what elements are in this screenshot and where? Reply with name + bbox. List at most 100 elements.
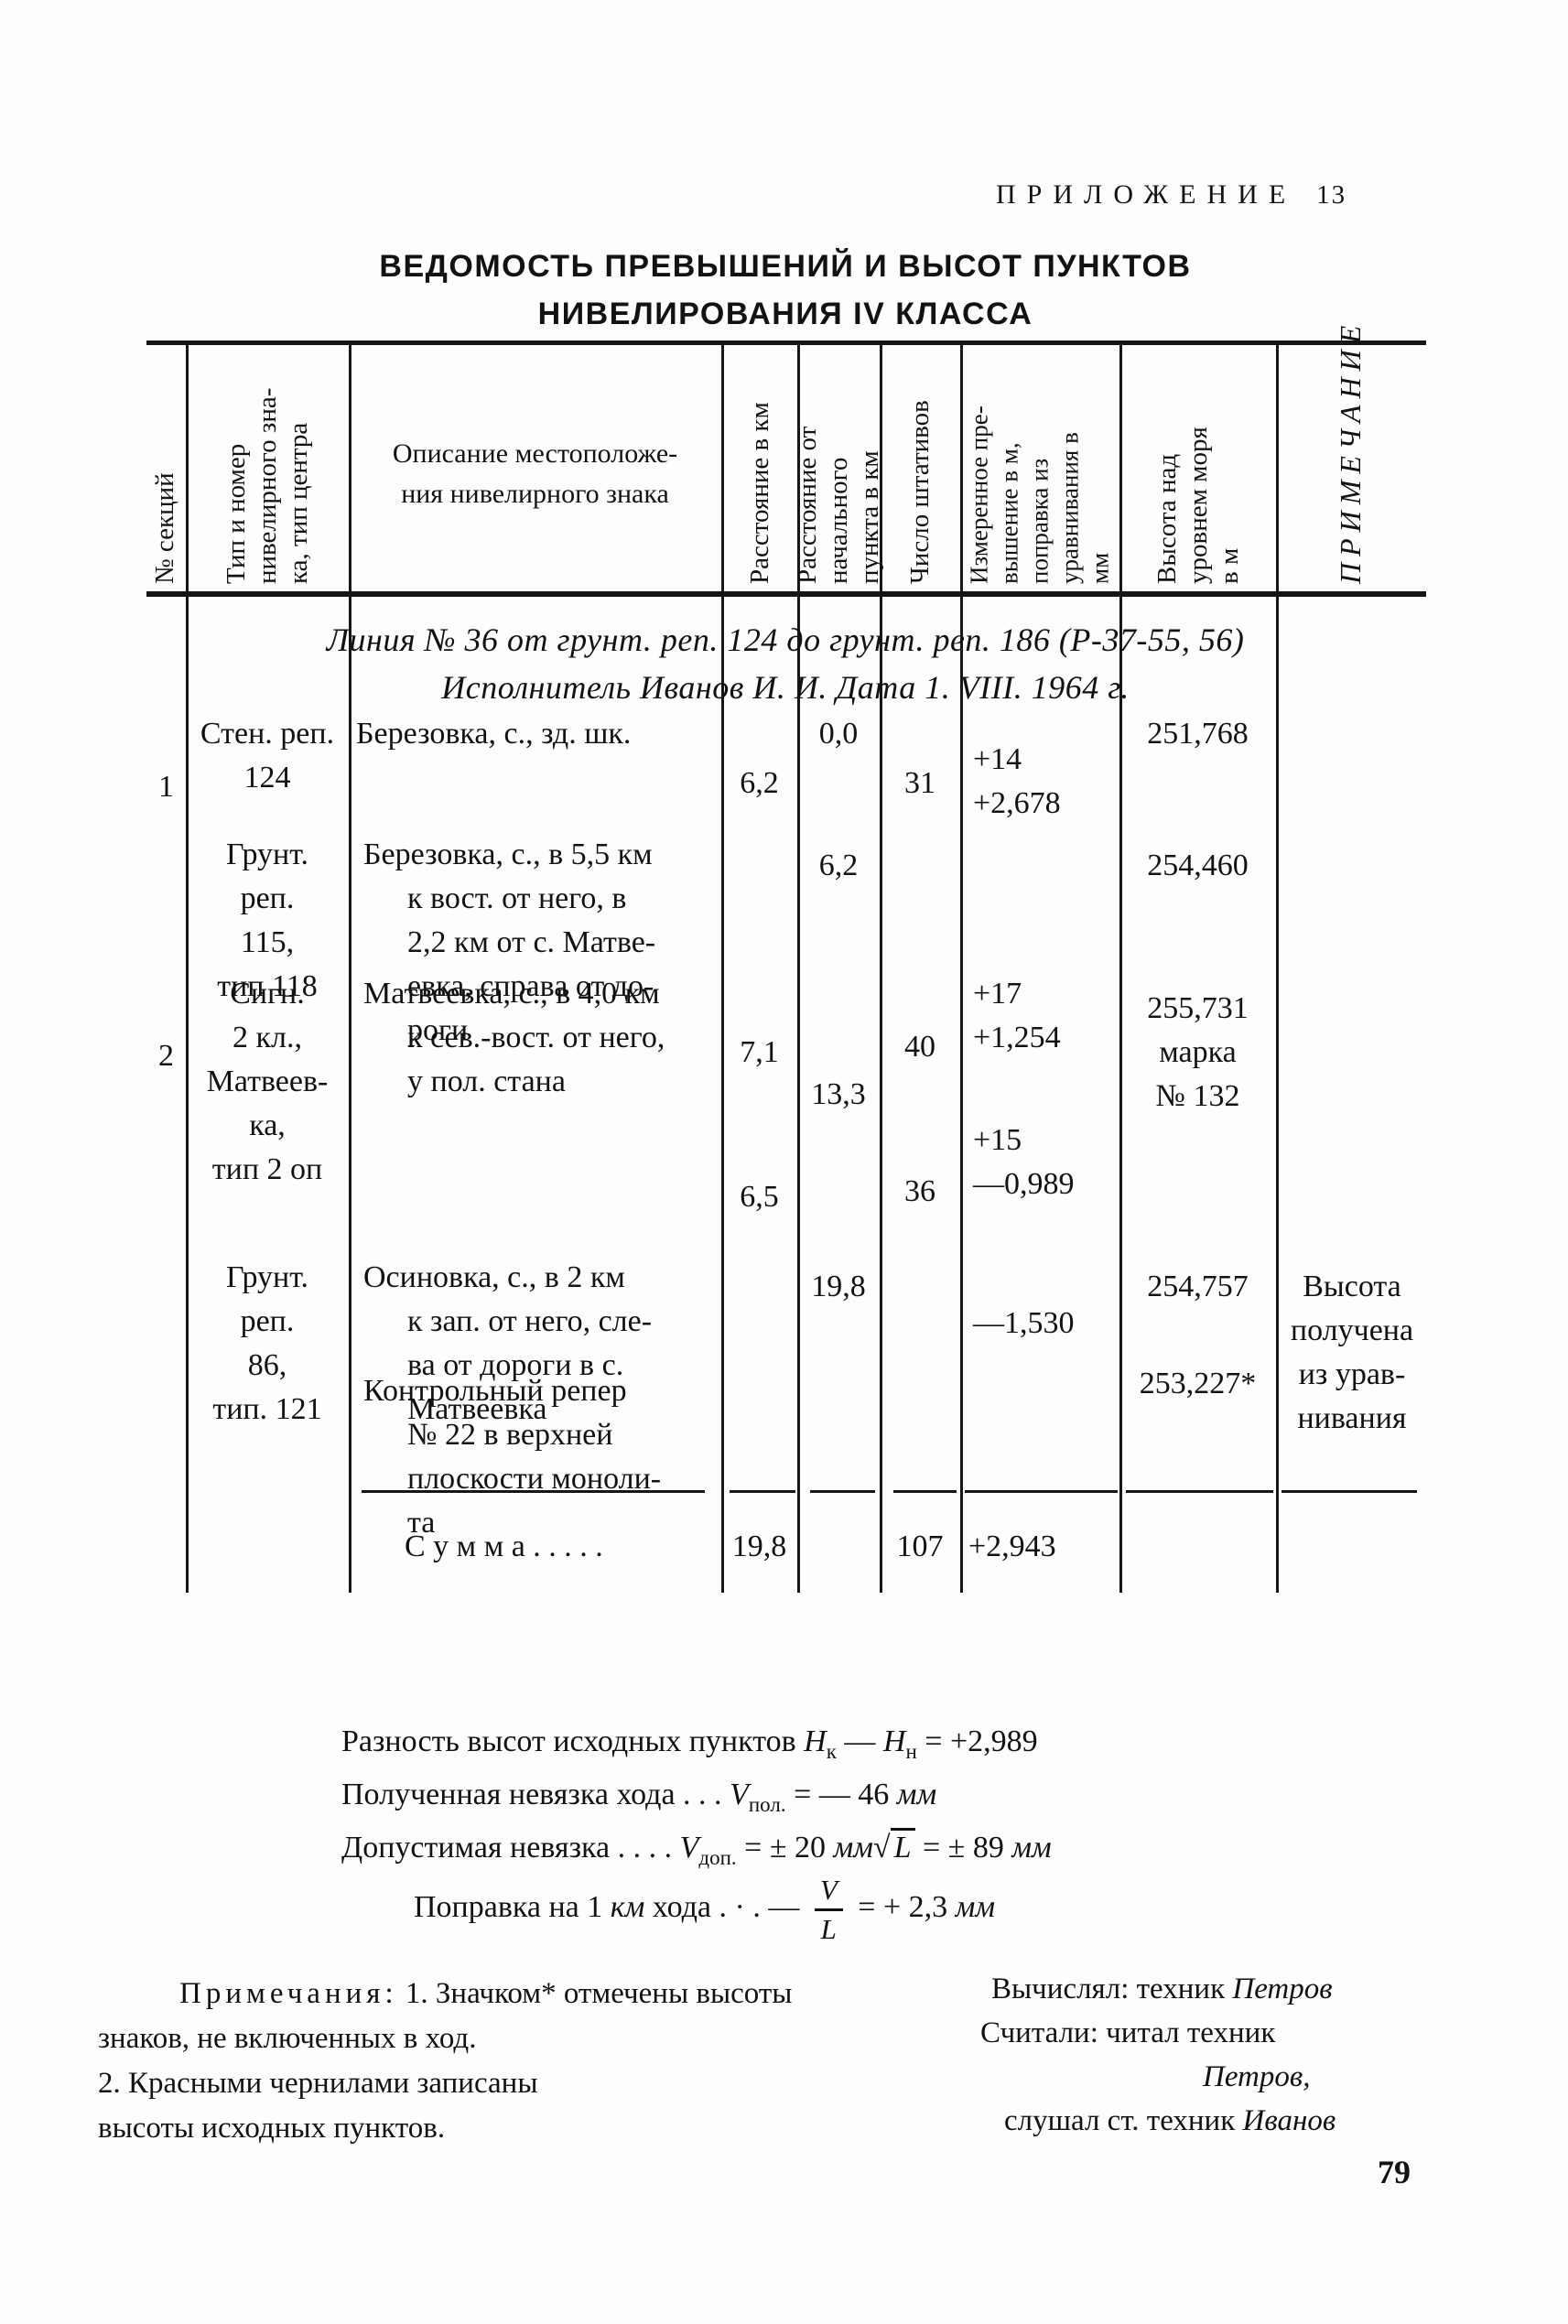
formula1-result: = +2,989	[916, 1724, 1038, 1758]
notes-line3: 2. Красными чернилами записаны	[98, 2067, 538, 2100]
table-top-border	[146, 340, 1426, 345]
notes-label: Примечания:	[179, 1977, 398, 2010]
header-col-measured-elevation: Измеренное пре- вышение в м, поправка из…	[960, 346, 1119, 591]
formula1-minus: —	[836, 1724, 883, 1758]
header-col-remarks-text: ПРИМЕЧАНИЕ	[1334, 319, 1367, 584]
computed-by-name: Петров	[1232, 1973, 1333, 2005]
section1-mark1: Стен. реп. 124	[200, 717, 335, 794]
checked-by-name: Петров,	[1203, 2060, 1311, 2093]
formula2-unit: мм	[896, 1778, 937, 1811]
section2-remark: Высота получена из урав- нивания	[1290, 1270, 1414, 1435]
section2-number: 2	[158, 1039, 174, 1073]
annex-label: ПРИЛОЖЕНИЕ	[996, 179, 1297, 210]
page-title-line1: ВЕДОМОСТЬ ПРЕВЫШЕНИЙ И ВЫСОТ ПУНКТОВ	[379, 249, 1192, 284]
line-info-2: Исполнитель Иванов И. И. Дата 1. VIII. 1…	[441, 669, 1130, 706]
annex-number: 13	[1316, 180, 1347, 210]
formula4-text1: Поправка на 1	[414, 1890, 611, 1924]
table-column-line-4	[797, 345, 800, 1593]
section2-cum2: 19,8	[811, 1270, 866, 1303]
header-col-distance-text: Расстояние в км	[744, 402, 774, 584]
listened-by-label: слушал ст. техник	[1004, 2104, 1243, 2137]
computed-by-line: Вычислял: техник Петров	[991, 1973, 1333, 2006]
notes-line1: Примечания: 1. Значком* отмечены высоты	[179, 1977, 792, 2011]
computed-by-label: Вычислял: техник	[991, 1973, 1233, 2005]
formula3-eq1: = ± 20	[736, 1831, 834, 1865]
formula1-text: Разность высот исходных пунктов	[341, 1724, 805, 1758]
sum-separator-desc	[362, 1490, 705, 1493]
formula2-text: Полученная невязка хода . . .	[341, 1778, 730, 1811]
header-col-height-above-sea: Высота над уровнем моря в м	[1119, 346, 1276, 591]
control-mark-desc: Контрольный репер № 22 в верхней плоскос…	[363, 1374, 662, 1540]
header-col-sections: № секций	[143, 346, 186, 591]
formula1-H1: Н	[804, 1724, 827, 1758]
header-col-staff-count-text: Число штативов	[905, 400, 935, 584]
sum-separator-elevation	[965, 1490, 1118, 1493]
formula3-radicand: L	[890, 1828, 915, 1865]
formula2-sub: пол.	[748, 1793, 786, 1816]
sum-label: С у м м а . . . . .	[405, 1530, 603, 1563]
sum-staves: 107	[896, 1530, 944, 1563]
section2-mark1: Сигн. 2 кл., Матвеев- ка, тип 2 оп	[206, 977, 329, 1186]
listened-by-line: слушал ст. техник Иванов	[1004, 2104, 1336, 2138]
table-column-line-8	[1276, 345, 1279, 1593]
section1-cum1: 6,2	[818, 849, 859, 882]
section1-mark2: Грунт. реп. 115, тип 118	[217, 838, 318, 1003]
sum-separator-distance	[730, 1490, 795, 1493]
section1-height1: 251,768	[1147, 717, 1249, 751]
formula-obtained-misclosure: Полученная невязка хода . . . Vпол. = — …	[341, 1778, 936, 1817]
section1-elevation1: +14 +2,678	[973, 742, 1061, 820]
section2-staves1: 40	[904, 1030, 935, 1064]
fraction-denominator: L	[820, 1912, 837, 1945]
section2-elevation3: —1,530	[973, 1306, 1075, 1340]
section1-staves1: 31	[904, 766, 935, 800]
table-column-line-1	[186, 345, 189, 1593]
page-number: 79	[1378, 2154, 1411, 2190]
formula-allowed-misclosure: Допустимая невязка . . . . Vдоп. = ± 20 …	[341, 1828, 1052, 1870]
header-col-distance: Расстояние в км	[721, 346, 797, 591]
sum-separator-cum	[810, 1490, 875, 1493]
formula2-result: = — 46	[785, 1778, 897, 1811]
header-col-distance-from-start-text: Расстояние от начального пункта в км	[793, 426, 884, 584]
formula4-unit: мм	[955, 1890, 996, 1924]
page-title-line2: НИВЕЛИРОВАНИЯ IV КЛАССА	[537, 297, 1033, 331]
notes-line4: высоты исходных пунктов.	[98, 2112, 446, 2145]
section1-distance1: 6,2	[740, 766, 779, 800]
header-col-sections-text: № секций	[149, 472, 179, 584]
table-column-line-5	[880, 345, 882, 1593]
section2-elevation2: +15 —0,989	[973, 1123, 1075, 1201]
formula4-text2: хода . · . —	[644, 1890, 807, 1924]
section2-elevation1: +17 +1,254	[973, 977, 1061, 1054]
header-col-description: Описание местоположе- ния нивелирного зн…	[392, 438, 678, 509]
table-column-line-6	[960, 345, 963, 1593]
annex-heading: ПРИЛОЖЕНИЕ 13	[996, 179, 1346, 211]
header-col-staff-count: Число штативов	[880, 346, 960, 591]
sum-separator-height	[1126, 1490, 1273, 1493]
notes-line2: знаков, не включенных в ход.	[98, 2022, 477, 2055]
section2-cum1: 13,3	[811, 1077, 866, 1111]
checked-by-line: Считали: читал техник	[980, 2016, 1276, 2049]
section2-staves2: 36	[904, 1174, 935, 1208]
listened-by-name: Иванов	[1242, 2104, 1336, 2137]
formula3-unit1: мм	[833, 1831, 873, 1865]
formula1-sub2: н	[905, 1740, 917, 1763]
section2-desc2: Осиновка, с., в 2 км к зап. от него, сле…	[363, 1260, 653, 1426]
fraction-numerator: V	[814, 1874, 843, 1911]
formula3-eq2: = ± 89	[914, 1831, 1012, 1865]
section2-height1: 255,731 марка № 132	[1147, 991, 1249, 1113]
header-col-mark-type: Тип и номер нивелирного зна- ка, тип цен…	[186, 346, 349, 591]
table-header-separator	[146, 591, 1426, 597]
radical-sign: √	[872, 1831, 891, 1865]
header-col-height-above-sea-text: Высота над уровнем моря в м	[1152, 427, 1244, 584]
section2-distance2: 6,5	[740, 1180, 779, 1214]
control-mark-height: 253,227*	[1139, 1367, 1257, 1400]
table-column-line-7	[1119, 345, 1122, 1593]
formula-height-difference: Разность высот исходных пунктов Нк — Нн …	[341, 1724, 1038, 1764]
section1-desc2: Березовка, с., в 5,5 км к вост. от него,…	[363, 838, 656, 1047]
formula3-sub: доп.	[698, 1846, 737, 1869]
sum-separator-staves	[893, 1490, 957, 1493]
sum-separator-remarks	[1281, 1490, 1417, 1493]
section1-desc1: Березовка, с., зд. шк.	[356, 717, 632, 751]
table-column-line-3	[721, 345, 724, 1593]
